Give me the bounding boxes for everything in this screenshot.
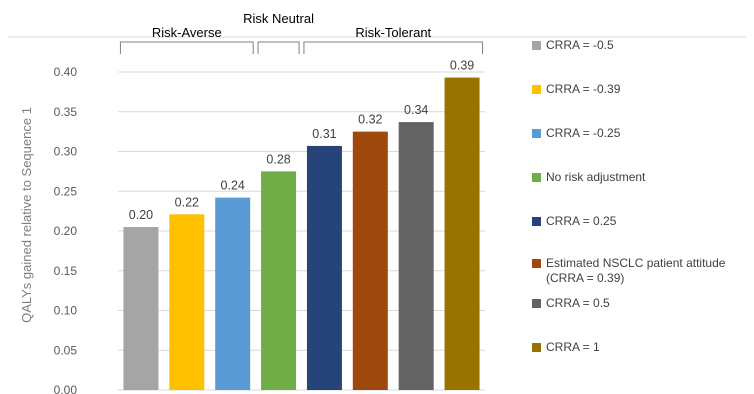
y-tick-label: 0.40 bbox=[54, 65, 78, 79]
data-label: 0.24 bbox=[221, 179, 245, 193]
legend-label: CRRA = 0.25 bbox=[546, 214, 617, 228]
group-bracket bbox=[303, 41, 484, 54]
bar bbox=[398, 122, 434, 391]
legend-swatch bbox=[532, 259, 541, 268]
data-label: 0.31 bbox=[312, 127, 336, 141]
legend-item: CRRA = -0.25 bbox=[532, 126, 620, 141]
y-tick-label: 0.05 bbox=[54, 343, 78, 357]
bar bbox=[261, 171, 297, 390]
legend-item: CRRA = 0.5 bbox=[532, 296, 610, 311]
legend-swatch bbox=[532, 41, 541, 50]
y-tick-label: 0.20 bbox=[54, 224, 78, 238]
legend-swatch bbox=[532, 343, 541, 352]
bar bbox=[352, 131, 388, 390]
data-label: 0.39 bbox=[450, 59, 474, 73]
data-label: 0.32 bbox=[358, 113, 382, 127]
y-axis-label: QALYs gained relative to Sequence 1 bbox=[19, 107, 34, 323]
legend-swatch bbox=[532, 217, 541, 226]
legend-label: CRRA = 1 bbox=[546, 340, 600, 354]
legend-label: No risk adjustment bbox=[546, 170, 646, 184]
bar bbox=[306, 145, 342, 390]
data-label: 0.20 bbox=[129, 208, 153, 222]
legend-swatch bbox=[532, 129, 541, 138]
group-bracket bbox=[119, 41, 254, 54]
group-label: Risk Neutral bbox=[243, 11, 314, 26]
legend-swatch bbox=[532, 173, 541, 182]
y-tick-label: 0.10 bbox=[54, 304, 78, 318]
legend-label: CRRA = 0.5 bbox=[546, 296, 610, 310]
legend-swatch bbox=[532, 85, 541, 94]
data-label: 0.22 bbox=[175, 195, 199, 209]
bar bbox=[444, 77, 480, 390]
legend-label: Estimated NSCLC patient attitude (CRRA =… bbox=[546, 256, 726, 285]
group-brackets: Risk-Averse Risk Neutral Risk-Tolerant bbox=[119, 11, 484, 54]
data-label: 0.28 bbox=[266, 152, 290, 166]
y-tick-label: 0.25 bbox=[54, 184, 78, 198]
data-labels: 0.20 0.22 0.24 0.28 0.31 0.32 0.34 0.39 bbox=[129, 59, 475, 222]
legend-item: No risk adjustment bbox=[532, 170, 645, 185]
y-tick-label: 0.00 bbox=[54, 383, 78, 394]
bars bbox=[123, 77, 480, 391]
legend-swatch bbox=[532, 299, 541, 308]
legend-label: CRRA = -0.39 bbox=[546, 82, 621, 96]
bar bbox=[215, 197, 251, 390]
legend-item: Estimated NSCLC patient attitude (CRRA =… bbox=[532, 256, 751, 286]
legend-item: CRRA = -0.39 bbox=[532, 82, 620, 97]
y-tick-label: 0.35 bbox=[54, 105, 78, 119]
data-label: 0.34 bbox=[404, 103, 428, 117]
group-label: Risk-Tolerant bbox=[355, 25, 431, 40]
y-tick-label: 0.15 bbox=[54, 264, 78, 278]
legend-item: CRRA = 1 bbox=[532, 340, 600, 355]
group-label: Risk-Averse bbox=[152, 25, 222, 40]
group-bracket bbox=[257, 41, 300, 54]
y-axis-ticks: 0.00 0.05 0.10 0.15 0.20 0.25 0.30 0.35 0.40 bbox=[54, 65, 78, 394]
legend-item: CRRA = 0.25 bbox=[532, 214, 616, 229]
y-tick-label: 0.30 bbox=[54, 145, 78, 159]
bar bbox=[123, 227, 159, 390]
legend-item: CRRA = -0.5 bbox=[532, 38, 614, 53]
legend-label: CRRA = -0.25 bbox=[546, 126, 621, 140]
legend-label: CRRA = -0.5 bbox=[546, 38, 614, 52]
bar bbox=[169, 214, 205, 390]
